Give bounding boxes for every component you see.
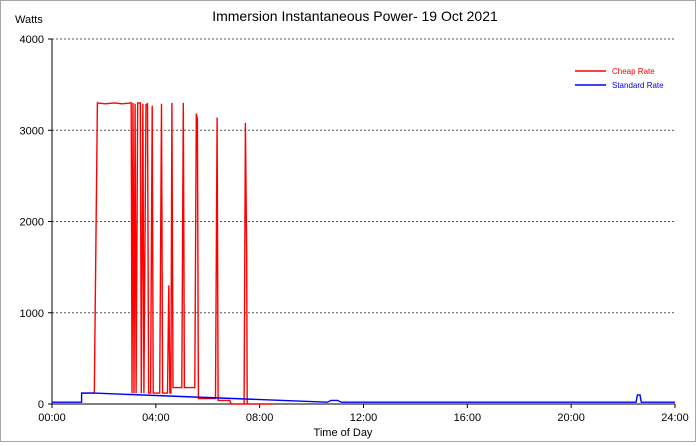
x-tick-label: 16:00	[454, 412, 482, 424]
y-tick-label: 3000	[20, 125, 44, 137]
series-line-standard-rate	[52, 393, 675, 402]
legend-label-standard-rate: Standard Rate	[612, 81, 664, 90]
x-tick-label: 24:00	[661, 412, 689, 424]
x-tick-label: 04:00	[142, 412, 170, 424]
legend-label-cheap-rate: Cheap Rate	[612, 67, 655, 76]
x-tick-label: 00:00	[38, 412, 66, 424]
legend: Cheap Rate Standard Rate	[575, 67, 664, 90]
x-tick-label: 20:00	[557, 412, 585, 424]
y-tick-label: 2000	[20, 217, 44, 229]
x-axis-title: Time of Day	[314, 427, 373, 439]
y-tick-label: 4000	[20, 34, 44, 46]
x-tick-label: 12:00	[350, 412, 378, 424]
series-line-cheap-rate	[82, 103, 273, 404]
series-lines	[52, 103, 675, 404]
y-axis-title: Watts	[15, 14, 43, 26]
x-tick-label: 08:00	[246, 412, 274, 424]
y-tick-label: 1000	[20, 308, 44, 320]
chart-title: Immersion Instantaneous Power- 19 Oct 20…	[207, 5, 503, 27]
y-tick-label: 0	[38, 399, 44, 411]
tick-labels: 0 1000 2000 3000 4000 00:00 04:00 08:00 12:00 16:…	[20, 34, 689, 424]
